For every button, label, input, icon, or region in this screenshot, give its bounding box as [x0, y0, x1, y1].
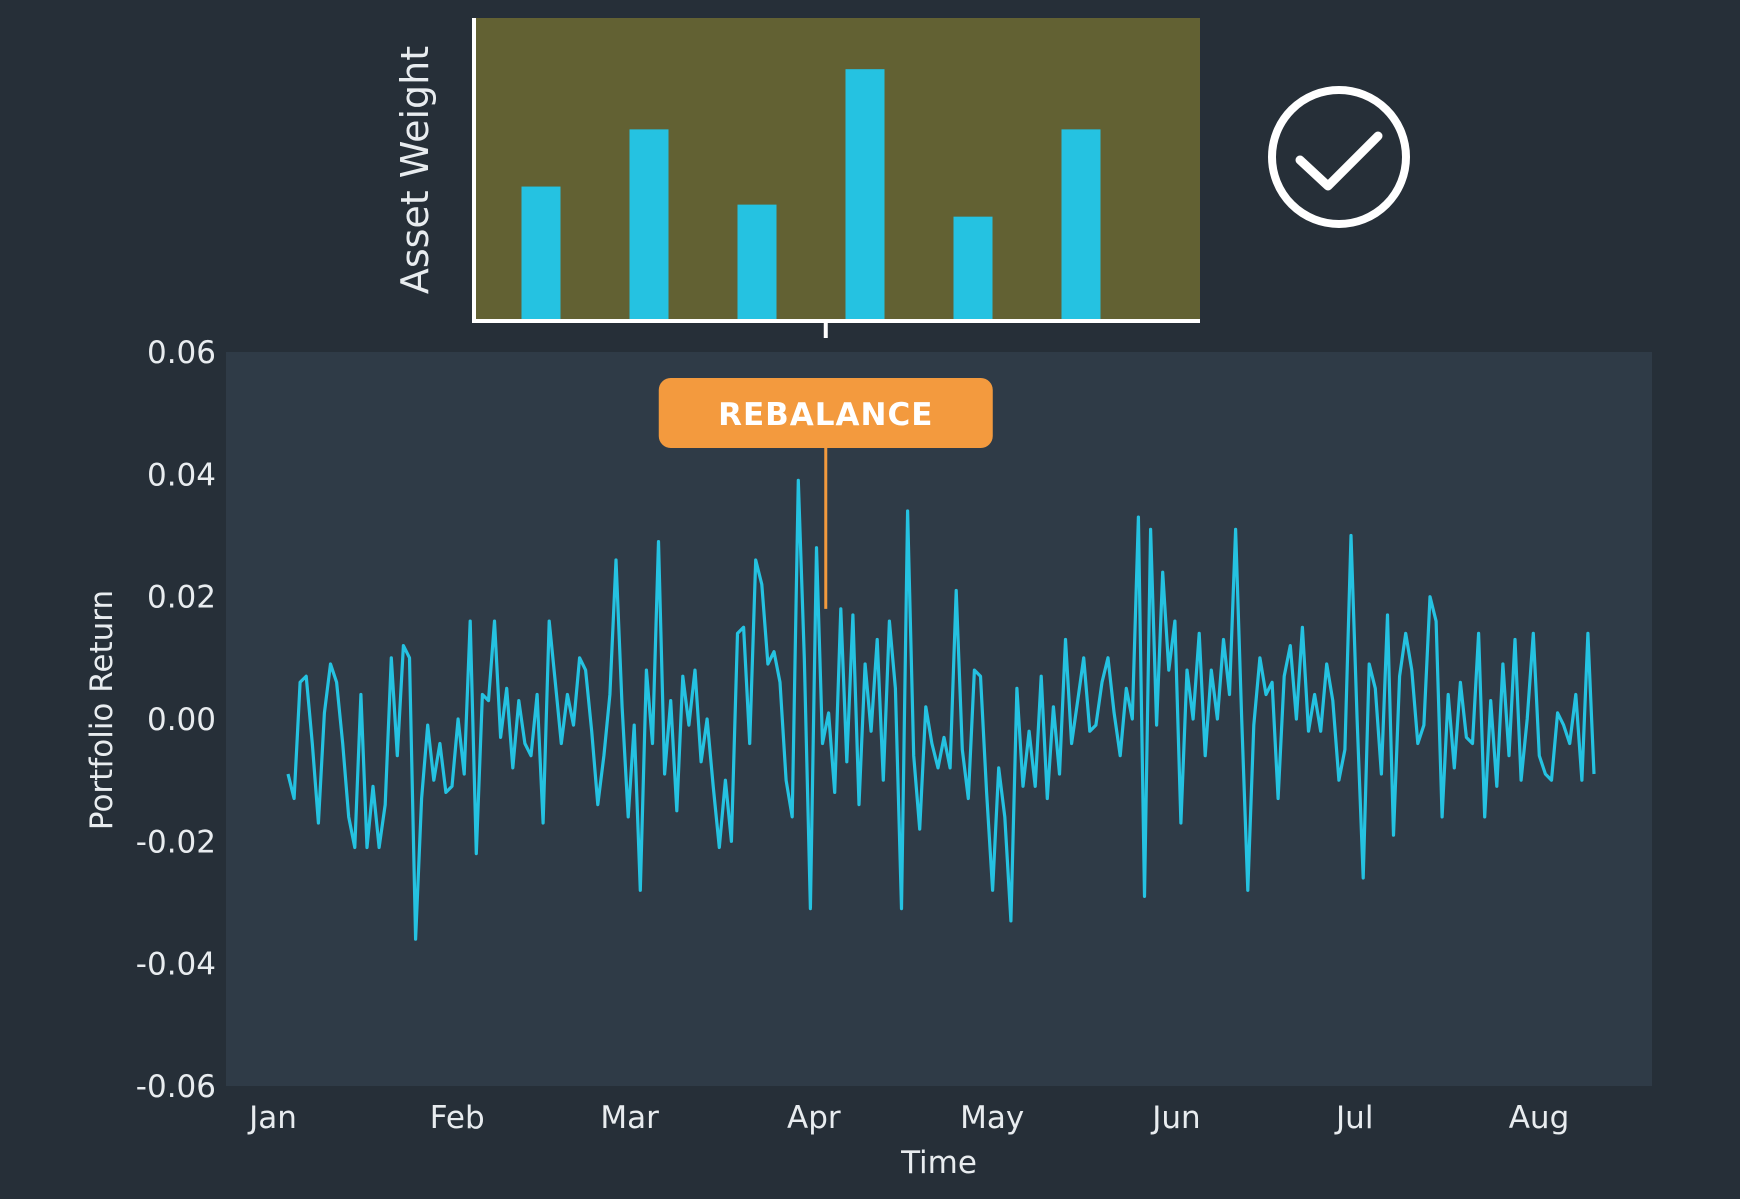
- y-tick-label: 0.04: [147, 457, 216, 493]
- x-tick-labels: Jan Feb Mar Apr May Jun Jul Aug: [247, 1100, 1569, 1136]
- y-tick-label: 0.06: [147, 335, 216, 371]
- asset-weight-bar: [845, 69, 885, 319]
- rebalance-label: REBALANCE: [718, 397, 933, 433]
- y-tick-label: 0.02: [147, 580, 216, 616]
- asset-weight-label: Asset Weight: [393, 46, 437, 294]
- asset-weight-bar: [1061, 129, 1101, 319]
- x-tick-label: Jan: [247, 1100, 297, 1136]
- x-tick-label: Aug: [1509, 1100, 1570, 1136]
- y-tick-label: -0.02: [136, 824, 216, 860]
- x-tick-label: Jul: [1334, 1100, 1373, 1136]
- asset-weight-bar: [953, 216, 993, 319]
- y-tick-label: -0.06: [136, 1069, 216, 1105]
- x-tick-label: May: [960, 1100, 1024, 1136]
- y-tick-label: 0.00: [147, 702, 216, 738]
- asset-weight-bars: [521, 69, 1101, 319]
- x-tick-label: Mar: [600, 1100, 659, 1136]
- y-tick-label: -0.04: [136, 947, 216, 983]
- asset-weight-bar: [521, 186, 561, 319]
- x-tick-label: Apr: [787, 1100, 841, 1136]
- asset-weight-bar: [629, 129, 669, 319]
- x-axis-label: Time: [900, 1145, 977, 1181]
- x-tick-label: Jun: [1150, 1100, 1200, 1136]
- check-circle-icon: [1268, 86, 1410, 228]
- y-axis-label: Portfolio Return: [84, 590, 120, 830]
- x-tick-label: Feb: [430, 1100, 485, 1136]
- rebalance-badge: [658, 378, 993, 448]
- series-line: [286, 478, 1596, 941]
- rebalance-annotation: REBALANCE: [658, 378, 993, 448]
- y-tick-labels: 0.06 0.04 0.02 0.00 -0.02 -0.04 -0.06: [136, 335, 216, 1105]
- asset-weight-bar: [737, 204, 777, 319]
